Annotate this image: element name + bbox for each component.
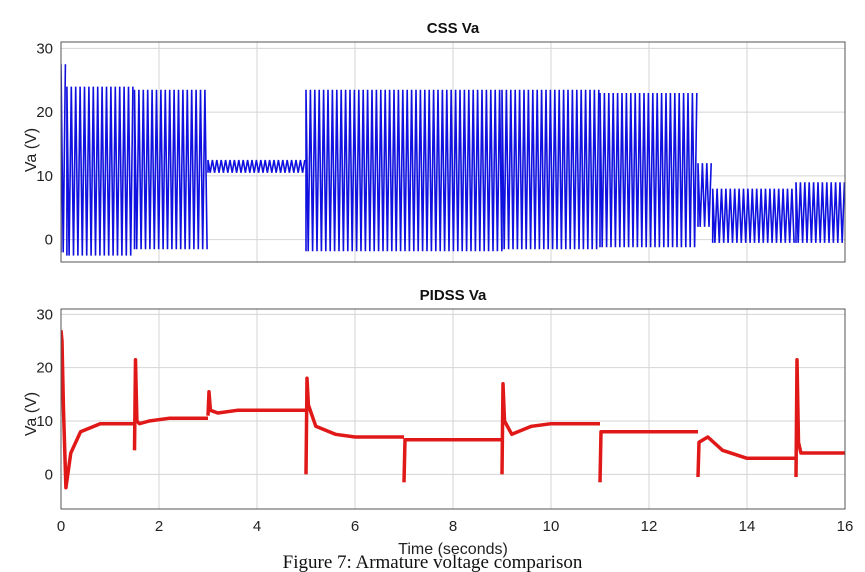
series-segment: [61, 330, 135, 490]
series-segment: [501, 89, 600, 250]
series-segment: [66, 86, 134, 256]
data-layer: [61, 330, 845, 490]
series-segment: [207, 159, 306, 173]
css-va-panel: CSS Va Va (V) 0 10 20 30: [23, 20, 846, 263]
y-tick-label: 20: [36, 360, 53, 377]
series-segment: [697, 163, 712, 227]
chart-title: PIDSS Va: [420, 287, 487, 304]
series-segment: [598, 429, 698, 483]
data-layer: [61, 64, 845, 256]
series-segment: [61, 64, 67, 253]
y-tick-label: 20: [36, 104, 53, 121]
series-segment: [696, 435, 796, 478]
figure-caption: Figure 7: Armature voltage comparison: [282, 552, 583, 572]
plot-frame: [60, 41, 846, 263]
y-tick-label: 30: [36, 306, 53, 323]
y-axis-label: Va (V): [23, 392, 40, 436]
pidss-va-panel: PIDSS Va Va (V) Time (seconds) 0 10 20 30 0 2…: [23, 287, 853, 558]
x-axis-label: Time (seconds): [398, 541, 508, 558]
series-segment: [500, 381, 600, 475]
x-tick-label: 12: [641, 518, 658, 535]
series-segment: [206, 389, 306, 416]
y-axis-label: Va (V): [23, 128, 40, 172]
series-segment: [133, 89, 208, 250]
x-tick-label: 2: [155, 518, 163, 535]
x-tick-label: 16: [837, 518, 854, 535]
series-segment: [132, 357, 208, 451]
plot-frame: [60, 308, 846, 510]
y-tick-label: 10: [36, 413, 53, 430]
x-tick-label: 10: [543, 518, 560, 535]
series-segment: [305, 89, 503, 252]
x-tick-label: 8: [449, 518, 457, 535]
series-segment: [794, 357, 845, 478]
y-tick-label: 0: [45, 232, 53, 249]
series-segment: [402, 437, 502, 483]
x-tick-label: 14: [739, 518, 756, 535]
chart-title: CSS Va: [427, 20, 480, 37]
x-tick-label: 0: [57, 518, 65, 535]
y-tick-label: 0: [45, 466, 53, 483]
x-tick-label: 6: [351, 518, 359, 535]
series-segment: [795, 182, 845, 243]
y-tick-label: 30: [36, 40, 53, 57]
series-segment: [599, 92, 698, 248]
y-tick-label: 10: [36, 168, 53, 185]
series-segment: [711, 188, 795, 243]
x-tick-label: 4: [253, 518, 261, 535]
series-segment: [304, 376, 404, 475]
